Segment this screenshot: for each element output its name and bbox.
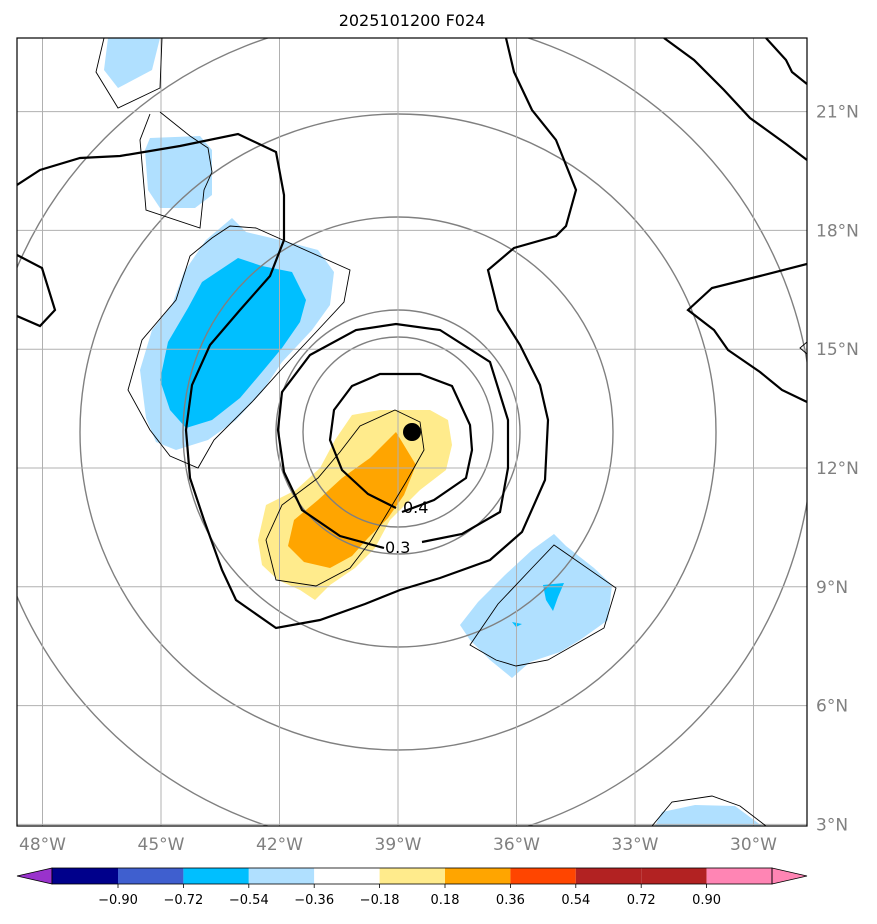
shade-blue-core (160, 258, 306, 428)
lat-label: 18°N (816, 221, 859, 241)
longitude-labels: 48°W 45°W 42°W 39°W 36°W 33°W 30°W (19, 835, 777, 855)
shade-lightblue-upper (145, 136, 212, 208)
colorbar-tick-label: −0.18 (360, 893, 400, 908)
colorbar-segment (575, 868, 642, 884)
colorbar: −0.90 −0.72 −0.54 −0.36 −0.18 0.18 0.36 0.54 0.7… (16, 867, 808, 908)
colorbar-segment (248, 868, 315, 884)
colorbar-tick-label: −0.72 (163, 893, 203, 908)
colorbar-segment (510, 868, 576, 884)
lon-label: 48°W (19, 835, 66, 855)
contour-label-0.4: 0.4 (403, 498, 428, 517)
latitude-labels: 21°N 18°N 15°N 12°N 9°N 6°N 3°N (816, 103, 859, 836)
lon-label: 39°W (375, 835, 422, 855)
colorbar-extend-low (16, 867, 53, 885)
colorbar-outline (51, 867, 773, 885)
thin-contour-southeast (469, 544, 617, 667)
lon-label: 30°W (730, 835, 777, 855)
colorbar-extend-high (771, 867, 808, 885)
thin-contours (95, 38, 807, 826)
shade-lightblue-southeast (460, 534, 612, 678)
contour-inner-0.4 (328, 372, 474, 514)
contour-west (17, 254, 57, 328)
lon-label: 42°W (256, 835, 303, 855)
colorbar-segment (445, 868, 511, 884)
map-area: 0.4 0.3 (17, 38, 807, 826)
colorbar-tick-label: −0.54 (229, 893, 269, 908)
colorbar-tick-label: −0.90 (98, 893, 138, 908)
lat-label: 3°N (816, 815, 848, 835)
contour-northeast-1 (663, 38, 807, 161)
colorbar-tick-label: 0.36 (496, 893, 525, 908)
lat-label: 12°N (816, 459, 859, 479)
thin-contour-bottom (651, 795, 767, 826)
colorbar-tick-label: 0.72 (627, 893, 656, 908)
contour-label-0.3: 0.3 (385, 538, 410, 557)
colorbar-tick-label: 0.90 (692, 893, 721, 908)
shade-orange (288, 432, 416, 568)
lon-label: 45°W (138, 835, 185, 855)
thick-contours (17, 38, 807, 630)
shade-blue-small (543, 583, 564, 611)
shade-lightblue-north (104, 38, 160, 88)
colorbar-segment (379, 868, 445, 884)
colorbar-tick-label: 0.18 (431, 893, 460, 908)
contour-labels: 0.4 0.3 (385, 498, 428, 557)
contour-northeast-2 (765, 38, 807, 85)
colorbar-segment (706, 868, 772, 884)
thin-contour-upper (139, 111, 213, 229)
colorbar-segment (641, 868, 707, 884)
colorbar-segment (118, 868, 184, 884)
contour-east (686, 262, 807, 403)
colorbar-segment (314, 868, 380, 884)
lon-label: 33°W (612, 835, 659, 855)
map-frame (16, 37, 808, 827)
shade-lightblue-bottom (655, 805, 762, 826)
thin-contour-north (95, 38, 163, 109)
thin-contour-center (265, 409, 425, 587)
storm-center-marker (403, 423, 421, 441)
colorbar-tick-label: −0.36 (294, 893, 334, 908)
lon-label: 36°W (493, 835, 540, 855)
colorbar-segment (52, 868, 118, 884)
colorbar-segment (183, 868, 249, 884)
colorbar-tick-label: 0.54 (561, 893, 590, 908)
lat-label: 6°N (816, 697, 848, 717)
lat-label: 9°N (816, 578, 848, 598)
thin-contour-edge (799, 341, 807, 355)
thin-contour-band (127, 225, 351, 469)
lat-label: 15°N (816, 340, 859, 360)
contour-0.3 (276, 322, 510, 550)
lat-label: 21°N (816, 103, 859, 123)
figure-title: 2025101200 F024 (339, 11, 486, 30)
contour-large (17, 38, 578, 630)
